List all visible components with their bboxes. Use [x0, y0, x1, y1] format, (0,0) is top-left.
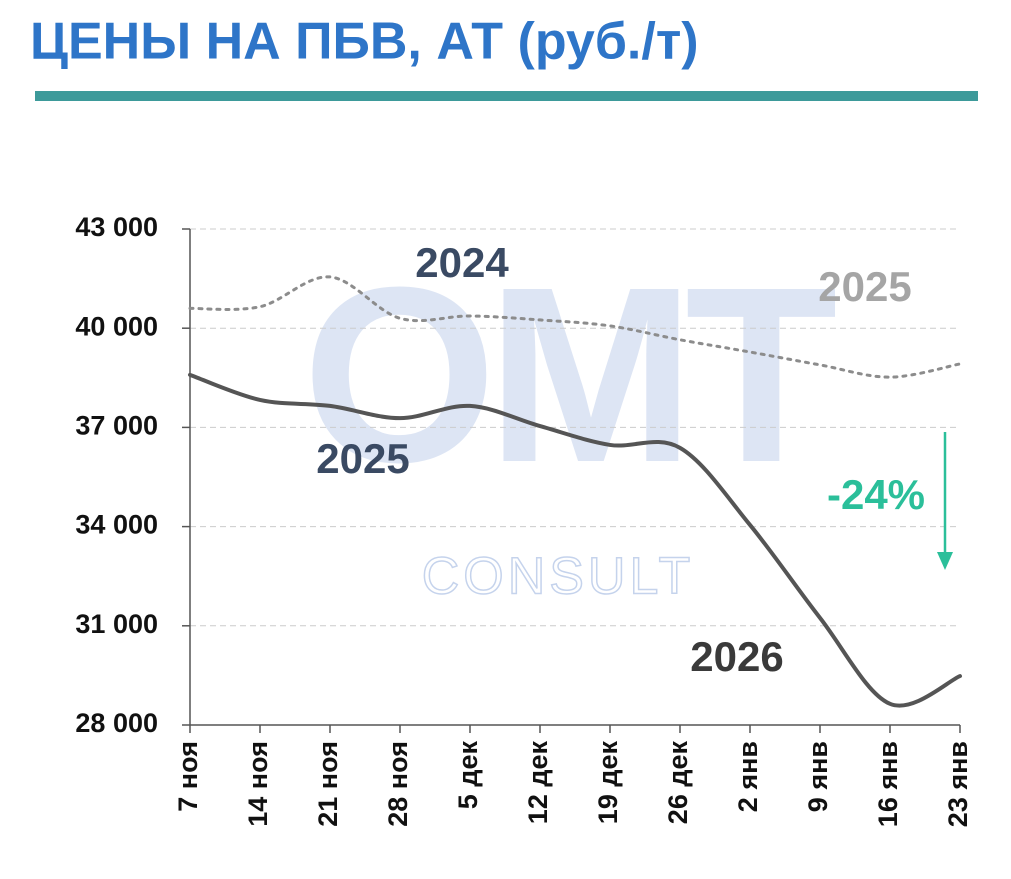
x-tick-label: 21 ноя: [313, 741, 343, 827]
y-tick-label: 43 000: [75, 212, 158, 242]
watermark: CONSULT: [422, 548, 695, 606]
x-tick-label: 19 дек: [593, 741, 623, 825]
annotation: 2025: [316, 435, 409, 482]
x-tick-label: 28 ноя: [383, 741, 413, 827]
annotation: 2025: [818, 263, 911, 310]
y-tick-label: 37 000: [75, 411, 158, 441]
annotation: 2026: [690, 633, 783, 680]
annotation: 2024: [415, 239, 509, 286]
x-tick-label: 9 янв: [803, 741, 833, 812]
x-tick-label: 16 янв: [873, 741, 903, 827]
watermark: OMT: [302, 235, 836, 514]
y-tick-label: 34 000: [75, 510, 158, 540]
x-tick-label: 23 янв: [943, 741, 973, 827]
annotation: -24%: [827, 471, 925, 518]
x-tick-label: 12 дек: [523, 741, 553, 825]
x-tick-label: 2 янв: [733, 741, 763, 812]
chart-title: ЦЕНЫ НА ПБВ, АТ (руб./т): [30, 13, 699, 71]
line-series: [188, 275, 962, 379]
x-tick-label: 14 ноя: [243, 741, 273, 827]
arrow-head: [937, 552, 953, 570]
line-series: [188, 372, 962, 708]
y-tick-label: 40 000: [75, 311, 158, 341]
x-tick-label: 5 дек: [453, 741, 483, 810]
x-tick-label: 7 ноя: [173, 741, 203, 812]
title-rule: [35, 91, 978, 101]
y-tick-label: 31 000: [75, 609, 158, 639]
x-tick-label: 26 дек: [663, 741, 693, 825]
y-tick-label: 28 000: [75, 708, 158, 738]
